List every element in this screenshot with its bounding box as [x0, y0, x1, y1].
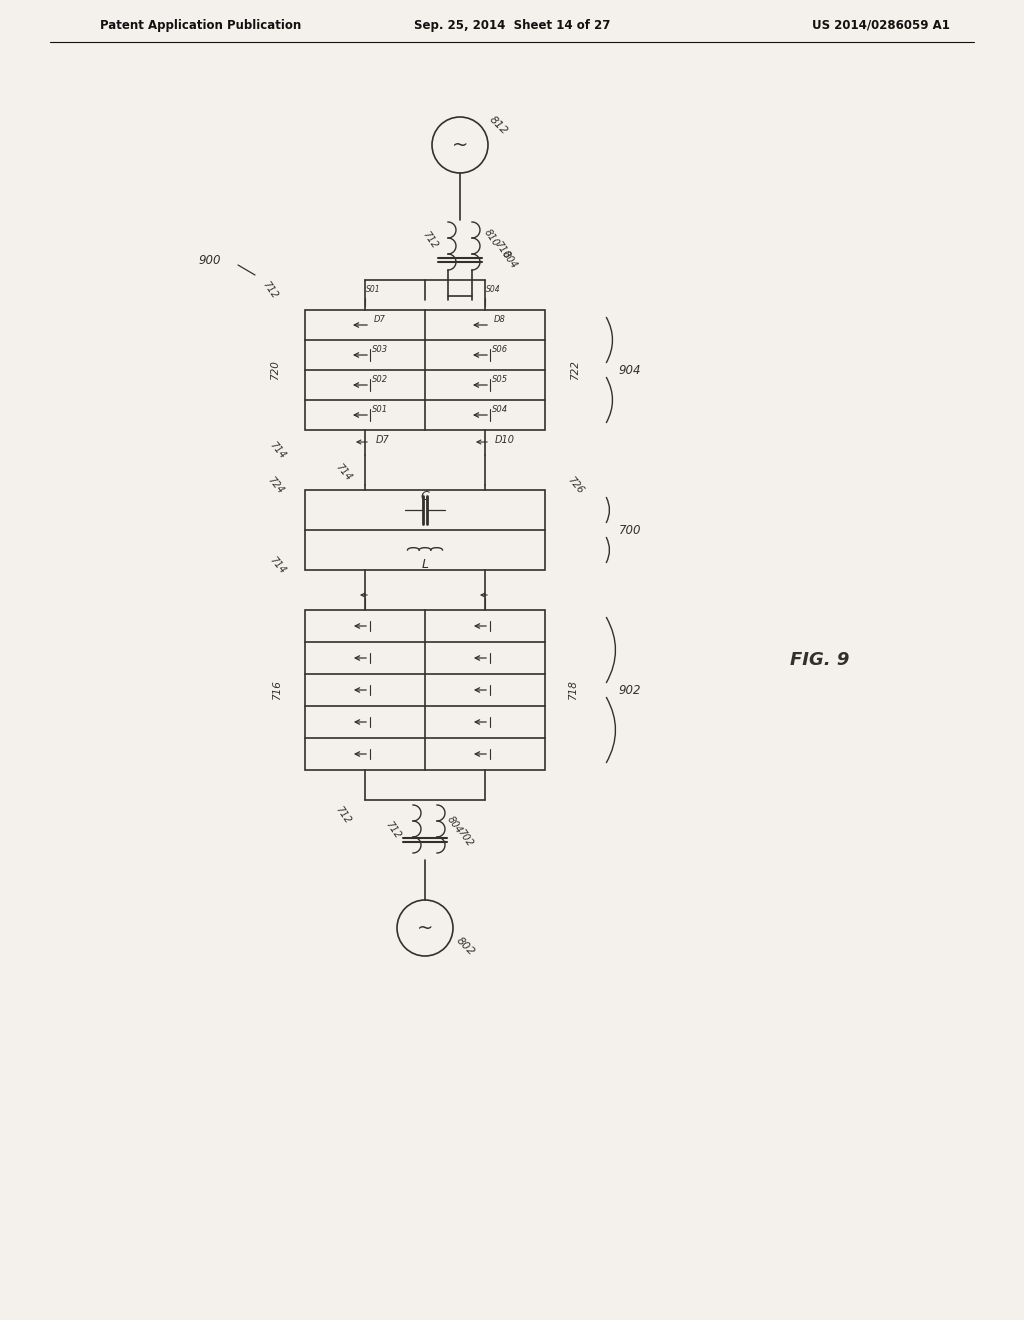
Text: S01: S01	[372, 404, 388, 413]
Text: C: C	[421, 490, 429, 503]
Text: 720: 720	[270, 360, 280, 380]
Text: 724: 724	[265, 475, 285, 495]
Text: 712: 712	[384, 820, 402, 841]
Circle shape	[432, 117, 488, 173]
Text: 802: 802	[454, 935, 476, 957]
Text: 712: 712	[421, 230, 439, 251]
Text: 902: 902	[618, 684, 641, 697]
Text: 718: 718	[568, 680, 578, 700]
Text: ~: ~	[417, 919, 433, 937]
Text: 700: 700	[618, 524, 641, 536]
Text: 714: 714	[333, 462, 353, 482]
Text: S03: S03	[372, 345, 388, 354]
Text: 702: 702	[456, 828, 474, 849]
Text: 712: 712	[334, 804, 352, 825]
Text: 900: 900	[199, 253, 221, 267]
Bar	[305, 610, 545, 770]
Text: S05: S05	[492, 375, 508, 384]
Text: FIG. 9: FIG. 9	[791, 651, 850, 669]
Text: 710: 710	[493, 239, 511, 260]
Bar	[305, 310, 545, 430]
Text: 804: 804	[501, 249, 519, 271]
Text: S01: S01	[366, 285, 380, 294]
Text: US 2014/0286059 A1: US 2014/0286059 A1	[812, 18, 950, 32]
Text: 716: 716	[272, 680, 282, 700]
Text: Sep. 25, 2014  Sheet 14 of 27: Sep. 25, 2014 Sheet 14 of 27	[414, 18, 610, 32]
Text: 714: 714	[267, 440, 287, 461]
Text: 712: 712	[260, 280, 280, 301]
Text: 722: 722	[570, 360, 580, 380]
Text: S04: S04	[492, 404, 508, 413]
Text: 804: 804	[445, 814, 465, 836]
Text: D10: D10	[495, 436, 515, 445]
Text: D7: D7	[374, 314, 386, 323]
Circle shape	[397, 900, 453, 956]
Text: Patent Application Publication: Patent Application Publication	[100, 18, 301, 32]
Text: 904: 904	[618, 363, 641, 376]
Text: S04: S04	[485, 285, 501, 294]
Text: 812: 812	[486, 114, 509, 136]
Text: L: L	[422, 557, 428, 570]
Text: S06: S06	[492, 345, 508, 354]
Bar	[305, 490, 545, 570]
Text: 714: 714	[267, 554, 287, 576]
Text: 810: 810	[482, 227, 502, 248]
Text: D7: D7	[376, 436, 390, 445]
Text: D8: D8	[494, 314, 506, 323]
Text: S02: S02	[372, 375, 388, 384]
Text: ~: ~	[452, 136, 468, 154]
Text: 726: 726	[565, 475, 585, 495]
